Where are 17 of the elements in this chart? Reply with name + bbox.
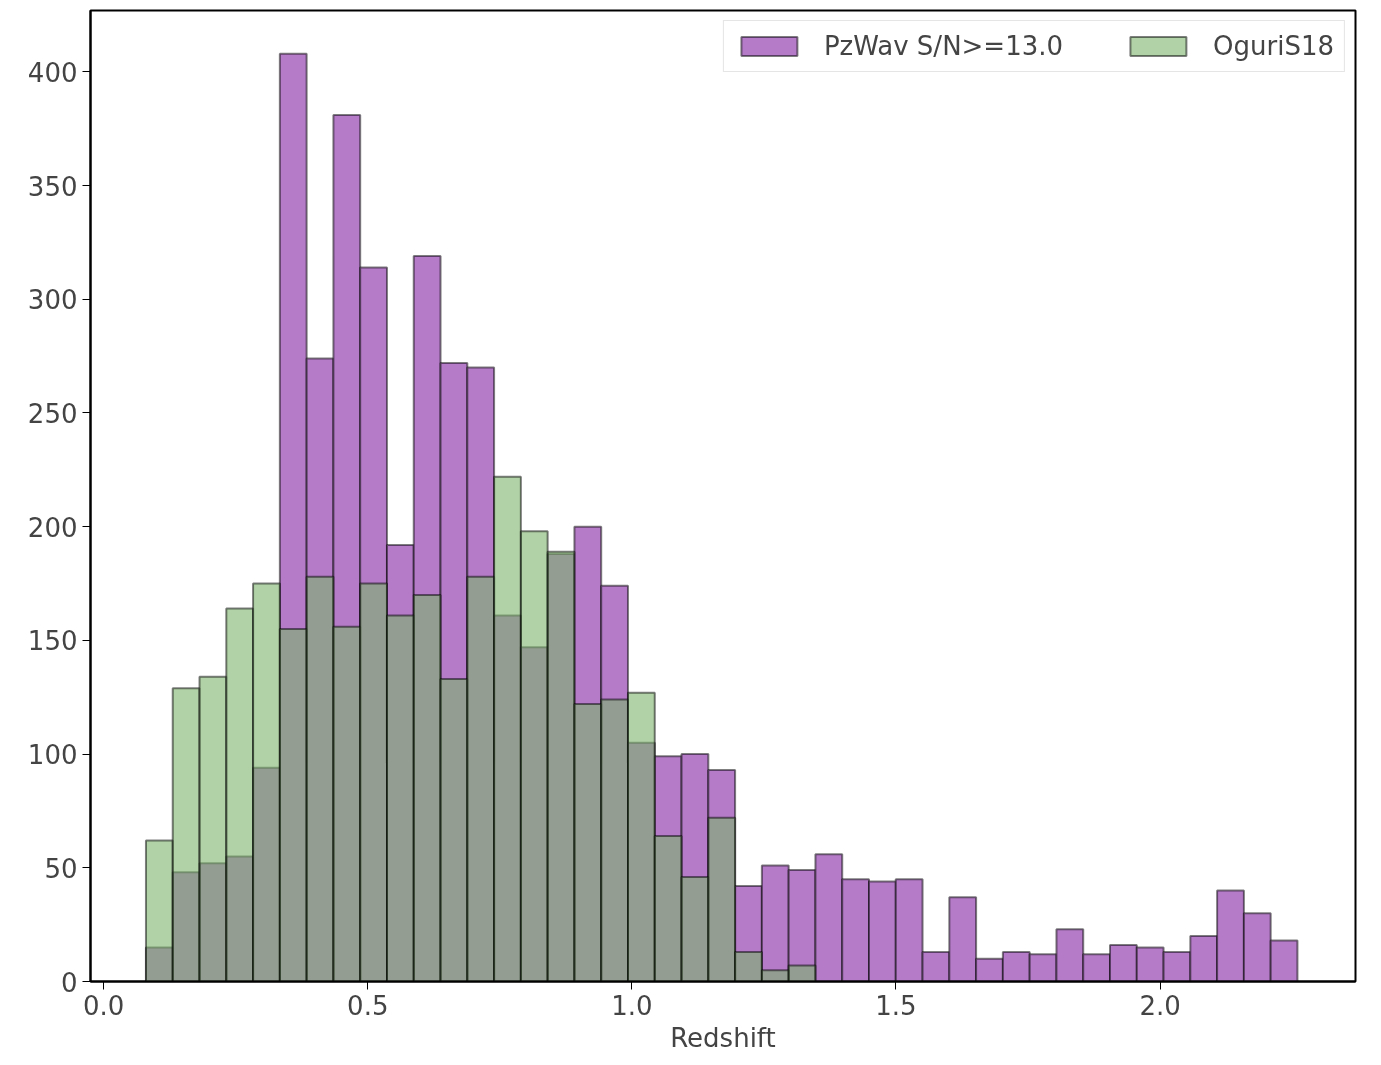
y-tick-label: 150 (27, 626, 78, 657)
y-tick-label: 400 (27, 57, 78, 88)
x-tick-label: 0.0 (83, 990, 125, 1021)
x-tick-label: 1.0 (611, 990, 653, 1021)
x-tick-label: 0.5 (347, 990, 389, 1021)
legend-label: PzWav S/N>=13.0 (823, 31, 1064, 61)
x-tick-label: 2.0 (1139, 990, 1181, 1021)
y-tick-label: 0 (60, 967, 78, 998)
legend-label: OguriS18 (1213, 31, 1334, 61)
y-tick-label: 350 (27, 171, 78, 202)
x-tick-label: 1.5 (875, 990, 917, 1021)
y-tick-label: 200 (27, 512, 78, 543)
x-axis-title: Redshift (670, 1022, 776, 1053)
y-tick-label: 250 (27, 399, 78, 429)
y-tick-label: 50 (44, 853, 78, 884)
y-tick-label: 100 (27, 740, 78, 771)
y-tick-label: 300 (27, 285, 78, 316)
